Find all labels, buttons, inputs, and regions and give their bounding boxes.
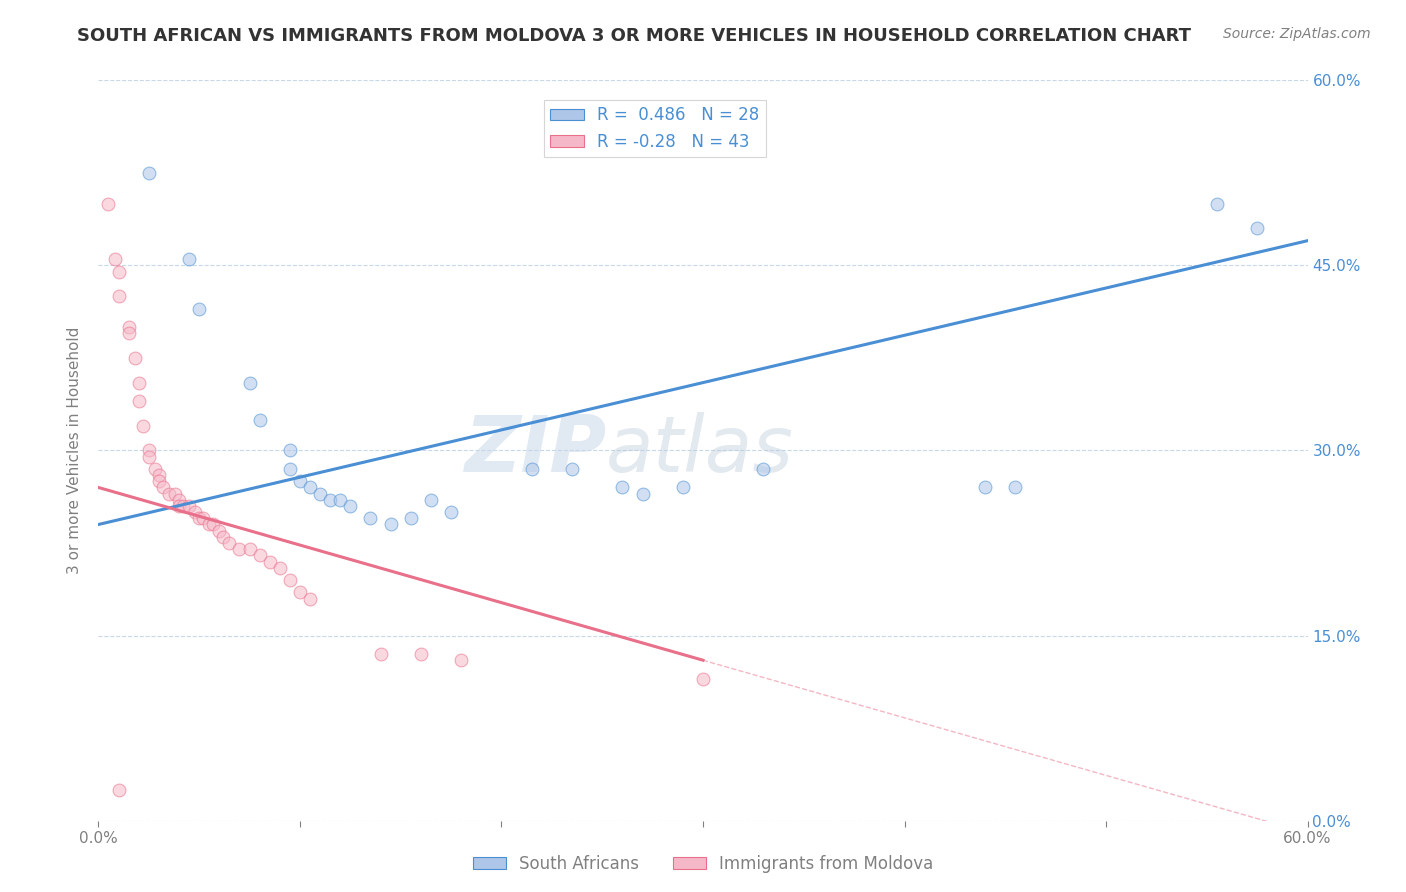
Point — [118, 320, 141, 334]
Point — [1004, 480, 1026, 494]
Point — [202, 517, 225, 532]
Point — [239, 376, 262, 390]
Point — [172, 499, 194, 513]
Point — [612, 480, 634, 494]
Point — [184, 505, 207, 519]
Point — [138, 166, 160, 180]
Point — [239, 542, 262, 557]
Text: Source: ZipAtlas.com: Source: ZipAtlas.com — [1223, 27, 1371, 41]
Point — [752, 462, 775, 476]
Point — [179, 499, 201, 513]
Point — [288, 585, 311, 599]
Point — [198, 517, 221, 532]
Point — [148, 475, 170, 489]
Point — [520, 462, 543, 476]
Point — [107, 782, 129, 797]
Point — [409, 647, 432, 661]
Point — [380, 517, 402, 532]
Point — [450, 653, 472, 667]
Point — [179, 252, 201, 267]
Point — [420, 492, 443, 507]
Point — [278, 443, 301, 458]
Point — [132, 418, 155, 433]
Point — [631, 486, 654, 500]
Point — [249, 412, 271, 426]
Legend: R =  0.486   N = 28, R = -0.28   N = 43: R = 0.486 N = 28, R = -0.28 N = 43 — [544, 100, 766, 157]
Point — [299, 591, 322, 606]
Point — [1206, 196, 1229, 211]
Point — [103, 252, 125, 267]
Point — [143, 462, 166, 476]
Point — [974, 480, 997, 494]
Y-axis label: 3 or more Vehicles in Household: 3 or more Vehicles in Household — [67, 326, 83, 574]
Point — [138, 450, 160, 464]
Point — [212, 530, 235, 544]
Point — [339, 499, 361, 513]
Point — [399, 511, 422, 525]
Point — [278, 462, 301, 476]
Point — [167, 499, 190, 513]
Point — [329, 492, 352, 507]
Point — [1246, 221, 1268, 235]
Point — [152, 480, 174, 494]
Point — [309, 486, 332, 500]
Point — [124, 351, 146, 365]
Point — [107, 289, 129, 303]
Point — [259, 555, 281, 569]
Point — [128, 394, 150, 409]
Point — [370, 647, 392, 661]
Point — [148, 468, 170, 483]
Point — [228, 542, 250, 557]
Point — [188, 511, 211, 525]
Point — [319, 492, 342, 507]
Text: SOUTH AFRICAN VS IMMIGRANTS FROM MOLDOVA 3 OR MORE VEHICLES IN HOUSEHOLD CORRELA: SOUTH AFRICAN VS IMMIGRANTS FROM MOLDOVA… — [77, 27, 1191, 45]
Point — [440, 505, 463, 519]
Text: ZIP: ZIP — [464, 412, 606, 489]
Point — [138, 443, 160, 458]
Point — [107, 264, 129, 278]
Point — [208, 524, 231, 538]
Point — [128, 376, 150, 390]
Point — [118, 326, 141, 341]
Legend: South Africans, Immigrants from Moldova: South Africans, Immigrants from Moldova — [465, 848, 941, 880]
Point — [157, 486, 180, 500]
Text: atlas: atlas — [606, 412, 794, 489]
Point — [163, 486, 186, 500]
Point — [299, 480, 322, 494]
Point — [167, 492, 190, 507]
Point — [288, 475, 311, 489]
Point — [278, 573, 301, 587]
Point — [97, 196, 120, 211]
Point — [561, 462, 583, 476]
Point — [188, 301, 211, 316]
Point — [249, 549, 271, 563]
Point — [692, 672, 714, 686]
Point — [218, 536, 240, 550]
Point — [360, 511, 382, 525]
Point — [269, 560, 291, 574]
Point — [193, 511, 215, 525]
Point — [672, 480, 695, 494]
